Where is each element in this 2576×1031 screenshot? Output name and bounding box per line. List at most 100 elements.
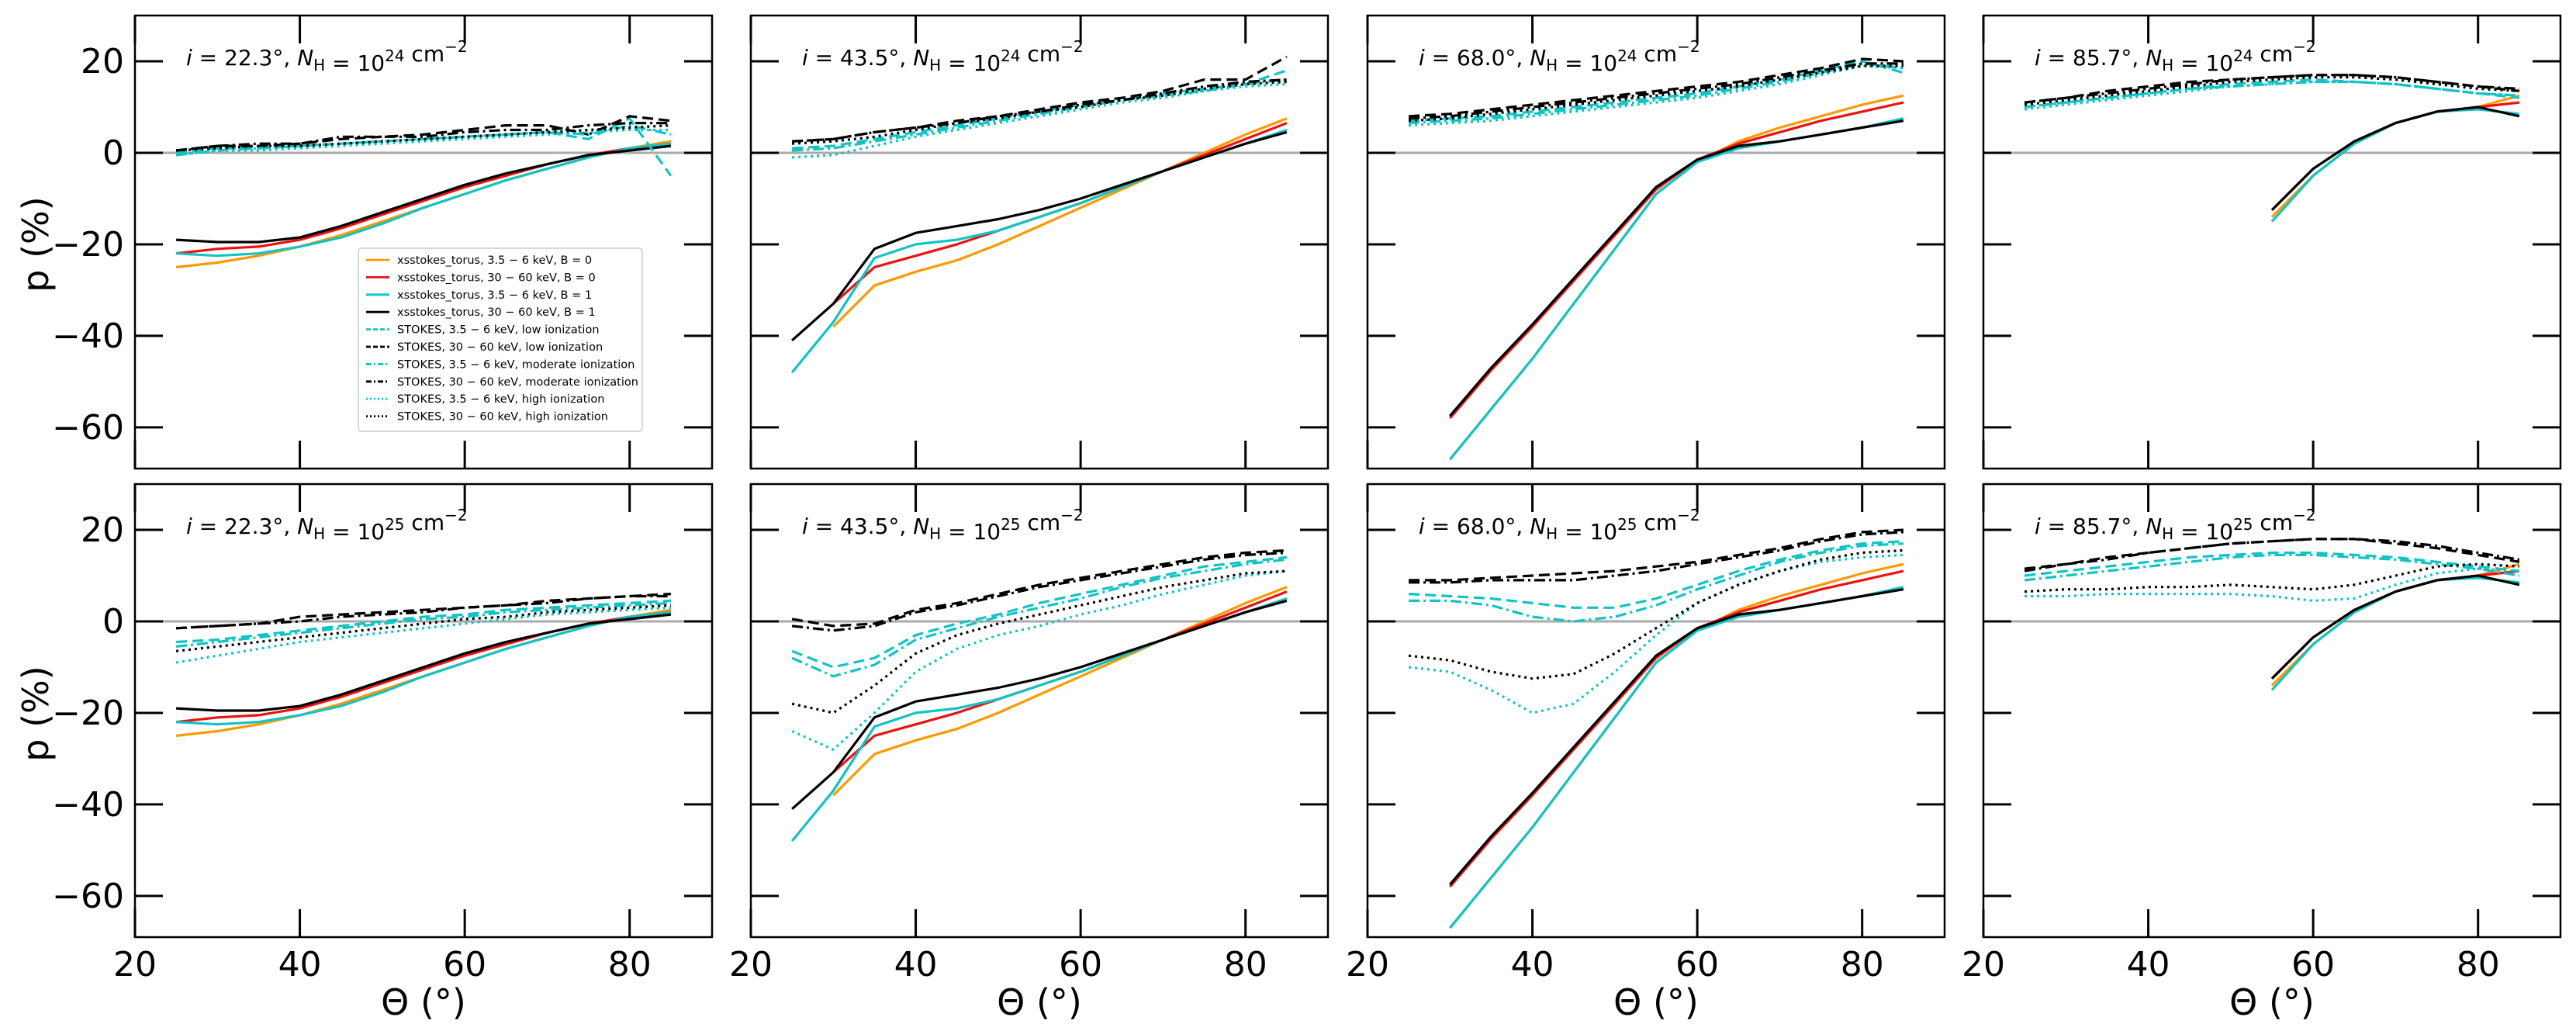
series-line-0 bbox=[1449, 562, 1904, 929]
series-line-7 bbox=[2024, 74, 2519, 104]
series-line-9 bbox=[792, 80, 1287, 145]
series-line-3 bbox=[176, 613, 672, 712]
series-line-8 bbox=[2024, 567, 2519, 603]
series-line-4 bbox=[791, 555, 1288, 669]
x-tick-label: 60 bbox=[2291, 945, 2335, 984]
x-tick-label: 40 bbox=[2127, 945, 2170, 984]
series-line-6 bbox=[175, 601, 671, 648]
series-line-9 bbox=[175, 604, 671, 652]
series-line-4 bbox=[1409, 60, 1904, 123]
plot-frame bbox=[749, 483, 1329, 939]
series-line-6 bbox=[1409, 542, 1903, 623]
series-line-3 bbox=[791, 599, 1288, 810]
panel-title: i = 43.5°, NH = 1025 cm−2 bbox=[802, 506, 1084, 545]
series-line-8 bbox=[1409, 64, 1903, 127]
series-line-9 bbox=[1409, 64, 1903, 123]
series-line-1 bbox=[2270, 101, 2520, 211]
subplot-grid: −60 −40 −20 0 20 i = 22.3°, NH = 1024 cm−2 i =… bbox=[52, 14, 2562, 1023]
legend-entry-label: xsstokes_torus, 3.5 − 6 keV, B = 1 bbox=[397, 289, 592, 302]
series-line-4 bbox=[2024, 551, 2520, 577]
subplot-7: 20 40 60 80 Θ (°) i = 85.7°, NH = 1025 cm−2 bbox=[1962, 483, 2562, 1023]
x-tick-label: 40 bbox=[278, 945, 322, 984]
x-tick-label: 40 bbox=[1511, 945, 1554, 984]
y-tick-label: −20 bbox=[52, 225, 124, 265]
legend: xsstokes_torus, 3.5 − 6 keV, B = 0 xsstok… bbox=[358, 247, 643, 432]
series-line-0 bbox=[1449, 94, 1904, 461]
series-line-2 bbox=[1449, 586, 1904, 929]
x-axis-label: Θ (°) bbox=[1613, 981, 1699, 1023]
series-line-5 bbox=[792, 55, 1288, 143]
legend-entry-label: STOKES, 30 − 60 keV, high ionization bbox=[397, 411, 608, 424]
x-tick-label: 80 bbox=[1841, 945, 1884, 984]
panel-title: i = 68.0°, NH = 1025 cm−2 bbox=[1419, 506, 1700, 545]
series-line-3 bbox=[1449, 119, 1904, 417]
series-line-8 bbox=[792, 82, 1287, 159]
series-group bbox=[790, 55, 1288, 374]
y-tick-label: 0 bbox=[102, 602, 124, 642]
series-line-7 bbox=[2024, 538, 2520, 573]
subplot-2: i = 68.0°, NH = 1024 cm−2 bbox=[1366, 14, 1946, 470]
series-line-2 bbox=[790, 128, 1288, 374]
series-line-6 bbox=[175, 124, 672, 157]
panel-title: i = 85.7°, NH = 1025 cm−2 bbox=[2035, 506, 2316, 545]
subplot-6: 20 40 60 80 Θ (°) i = 68.0°, NH = 1025 cm−2 bbox=[1346, 483, 1946, 1023]
series-line-4 bbox=[176, 599, 671, 644]
series-line-6 bbox=[791, 558, 1288, 678]
series-line-2 bbox=[2270, 576, 2520, 691]
x-tick-label: 20 bbox=[729, 945, 773, 984]
series-line-7 bbox=[1409, 531, 1903, 584]
series-group bbox=[175, 593, 672, 737]
legend-entry-label: xsstokes_torus, 3.5 − 6 keV, B = 0 bbox=[397, 254, 592, 267]
x-axis-label: Θ (°) bbox=[381, 981, 466, 1023]
series-group bbox=[2024, 74, 2520, 223]
series-line-3 bbox=[176, 144, 672, 244]
series-line-9 bbox=[2024, 75, 2519, 106]
series-line-0 bbox=[2270, 94, 2520, 218]
x-tick-label: 80 bbox=[2457, 945, 2500, 984]
y-axis-label-top: p (%) bbox=[15, 196, 57, 292]
x-axis-label: Θ (°) bbox=[997, 981, 1082, 1023]
series-line-9 bbox=[1408, 548, 1903, 680]
series-line-5 bbox=[791, 548, 1287, 628]
panel-title: i = 22.3°, NH = 1025 cm−2 bbox=[186, 506, 468, 545]
panel-title: i = 22.3°, NH = 1024 cm−2 bbox=[186, 37, 468, 76]
plot-frame bbox=[1366, 483, 1946, 939]
panel-title: i = 85.7°, NH = 1024 cm−2 bbox=[2035, 37, 2316, 76]
x-axis-label: Θ (°) bbox=[2229, 981, 2315, 1023]
x-tick-label: 80 bbox=[1224, 945, 1267, 984]
y-tick-label: 20 bbox=[81, 42, 124, 81]
panel-title: i = 68.0°, NH = 1024 cm−2 bbox=[1419, 37, 1700, 76]
series-line-3 bbox=[1449, 588, 1904, 886]
plot-frame bbox=[749, 14, 1329, 470]
series-line-4 bbox=[1409, 540, 1903, 609]
x-tick-label: 60 bbox=[1059, 945, 1102, 984]
series-group bbox=[790, 548, 1288, 842]
x-tick-label: 20 bbox=[113, 945, 157, 984]
x-tick-label: 60 bbox=[443, 945, 486, 984]
y-tick-label: −60 bbox=[52, 877, 124, 916]
series-group bbox=[2024, 538, 2520, 691]
series-line-2 bbox=[176, 611, 672, 726]
y-tick-label: −40 bbox=[52, 317, 124, 356]
series-line-1 bbox=[1449, 569, 1904, 888]
plot-frame bbox=[1982, 483, 2562, 939]
subplot-5: 20 40 60 80 Θ (°) i = 43.5°, NH = 1025 cm−2 bbox=[729, 483, 1329, 1023]
series-line-8 bbox=[1408, 553, 1903, 714]
legend-entry-label: xsstokes_torus, 30 − 60 keV, B = 0 bbox=[397, 272, 596, 284]
legend-entry-label: STOKES, 30 − 60 keV, low ionization bbox=[397, 341, 603, 354]
y-tick-label: 20 bbox=[81, 510, 124, 550]
legend-entry-label: xsstokes_torus, 30 − 60 keV, B = 1 bbox=[397, 306, 596, 319]
series-line-5 bbox=[2024, 538, 2520, 570]
series-line-0 bbox=[832, 586, 1288, 797]
plot-frame bbox=[133, 14, 714, 470]
series-line-3 bbox=[791, 130, 1288, 341]
subplot-3: i = 85.7°, NH = 1024 cm−2 bbox=[1982, 14, 2562, 470]
series-line-2 bbox=[176, 142, 672, 258]
series-line-8 bbox=[791, 569, 1288, 751]
panel-title: i = 43.5°, NH = 1024 cm−2 bbox=[802, 37, 1084, 76]
series-line-7 bbox=[175, 122, 671, 152]
legend-entry-label: STOKES, 3.5 − 6 keV, low ionization bbox=[397, 324, 600, 337]
y-tick-label: −20 bbox=[52, 694, 124, 733]
y-tick-label: −40 bbox=[52, 785, 124, 825]
